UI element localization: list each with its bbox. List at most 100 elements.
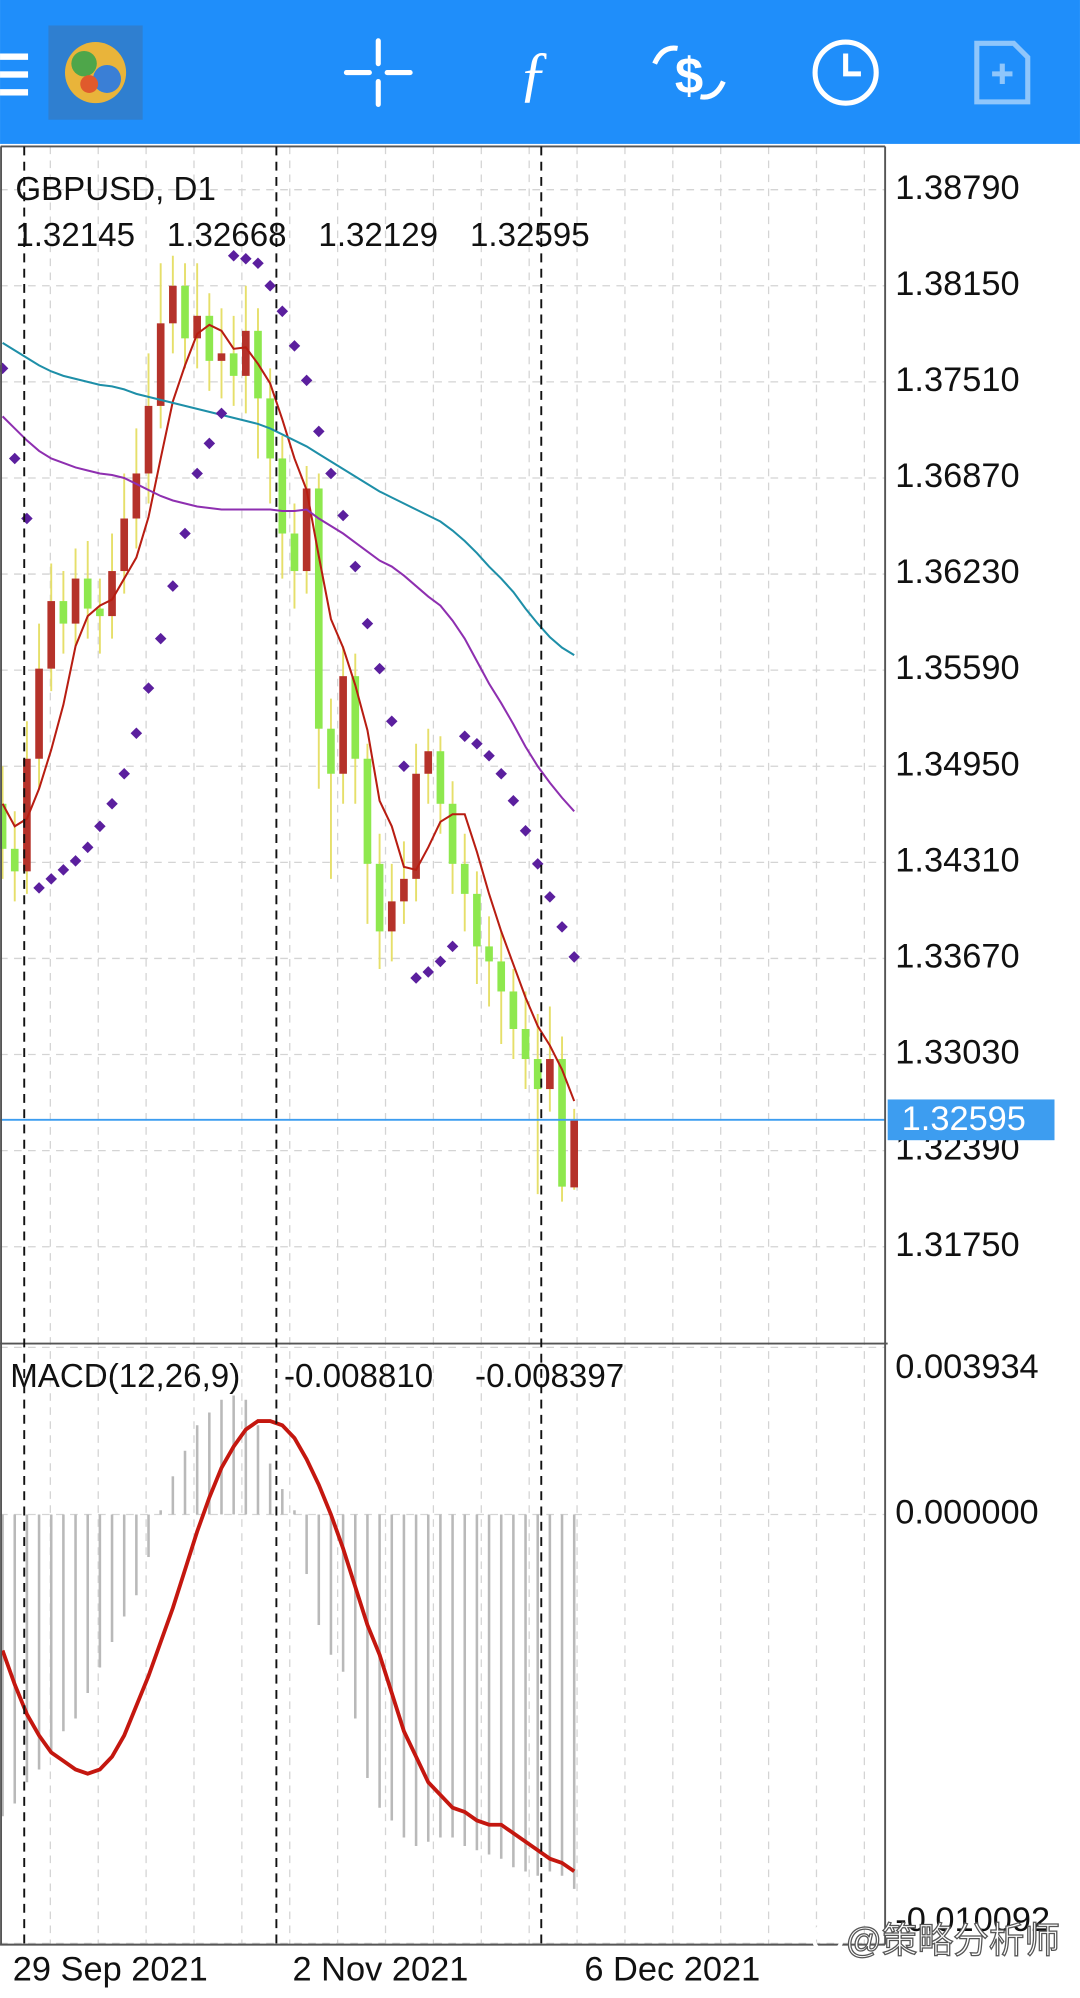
candle-body [0,803,7,849]
sar-dot [410,972,422,984]
candle-body [278,458,287,534]
sar-dot [568,951,580,963]
sar-dot [57,864,70,876]
moving-average-line [1,415,575,812]
sar-dot [45,873,57,885]
sar-dot [130,727,143,739]
candle-body [217,353,226,361]
macd-signal-value: -0.008397 [475,1358,624,1395]
app-icon[interactable] [48,25,143,120]
sar-dot [361,617,374,630]
history-button[interactable] [812,39,879,106]
watermark: @策略分析师 [811,1920,1061,1961]
candle-body [47,601,56,669]
candle-body [242,330,250,376]
crosshair-button[interactable] [343,38,413,107]
candle-body [473,893,481,947]
sar-dot [264,280,276,292]
sar-dot [203,437,216,450]
sar-dot [373,662,386,675]
sar-dot [495,767,507,780]
candle-body [23,758,31,872]
candle-body [521,1028,530,1060]
sar-dot [81,841,94,854]
sar-dot [313,425,325,438]
candle-body [96,608,104,617]
candle-body [363,758,372,864]
candle-body [436,751,445,804]
y-tick-label: 1.35590 [895,649,1019,687]
sar-dot [434,955,447,968]
y-tick-label: 1.34950 [895,745,1019,783]
candle-body [375,863,384,932]
sar-dot [507,795,520,807]
y-tick-label: 1.38790 [895,169,1019,207]
sar-dot [349,560,362,573]
candle-body [558,1059,566,1187]
svg-text:$: $ [675,47,703,104]
y-tick-label: 0.000000 [895,1494,1038,1532]
sar-dot [179,527,191,540]
symbol-title: GBPUSD, D1 [15,171,216,208]
labels: 1.38790 1.38150 1.37510 1.36870 1.36230 1.355… [13,169,1055,1988]
trade-button[interactable]: $ [652,45,726,104]
candle-body [314,488,323,729]
sar-dot [240,252,252,265]
macd-main-value: -0.008810 [284,1358,433,1395]
sar-dot [118,767,130,780]
sar-dot [142,682,155,694]
sar-dot [191,467,203,480]
candle-body [509,991,518,1029]
sar-dot [8,452,21,465]
y-tick-label: 1.34310 [895,841,1019,879]
x-tick-label: 6 Dec 2021 [584,1950,760,1988]
y-tick-label: -0.010092 [895,1901,1050,1939]
ohlc-close: 1.32595 [470,217,590,254]
indicators-button[interactable]: ƒ [518,41,549,108]
sar-dot [398,760,410,773]
y-tick-label: 1.33670 [895,938,1019,976]
menu-button[interactable] [0,53,29,96]
sar-dot [446,940,459,953]
candle-body [169,285,177,324]
x-tick-label: 2 Nov 2021 [292,1950,468,1988]
sar-dot [21,512,33,525]
sar-dot [458,730,471,742]
candle-body [10,848,19,872]
candle-body [424,751,433,774]
candle-body [181,285,189,339]
sar-dot [33,882,45,894]
candle-body [156,323,165,406]
ohlc-low: 1.32129 [318,217,438,254]
macd-title: MACD(12,26,9) [10,1358,240,1395]
pane-borders [0,145,888,1946]
marks [0,249,886,1889]
sar-dot [252,257,264,270]
watermark-text: @策略分析师 [846,1920,1060,1960]
signal-line [0,1419,576,1873]
candle-body [339,676,347,774]
price-tag [887,1099,1055,1141]
y-tick-label: 1.38150 [895,265,1019,303]
candle-body [144,405,153,474]
sar-dot [94,820,106,833]
candle-body [497,961,506,992]
sar-dot [483,749,495,762]
candle-body [83,578,92,609]
candle-body [327,728,335,774]
sar-dot [69,855,82,867]
candle-body [485,946,493,962]
sar-dot [386,715,398,727]
candle-body [400,878,408,902]
candle-body [35,668,43,759]
moving-average-line [2,341,575,657]
candle-body [229,353,238,376]
sar-dot [556,921,568,933]
candle-body [570,1119,579,1188]
candle-body [59,601,68,624]
sar-dot [337,509,349,522]
new-order-button[interactable] [974,40,1031,105]
sar-dot [300,374,313,387]
